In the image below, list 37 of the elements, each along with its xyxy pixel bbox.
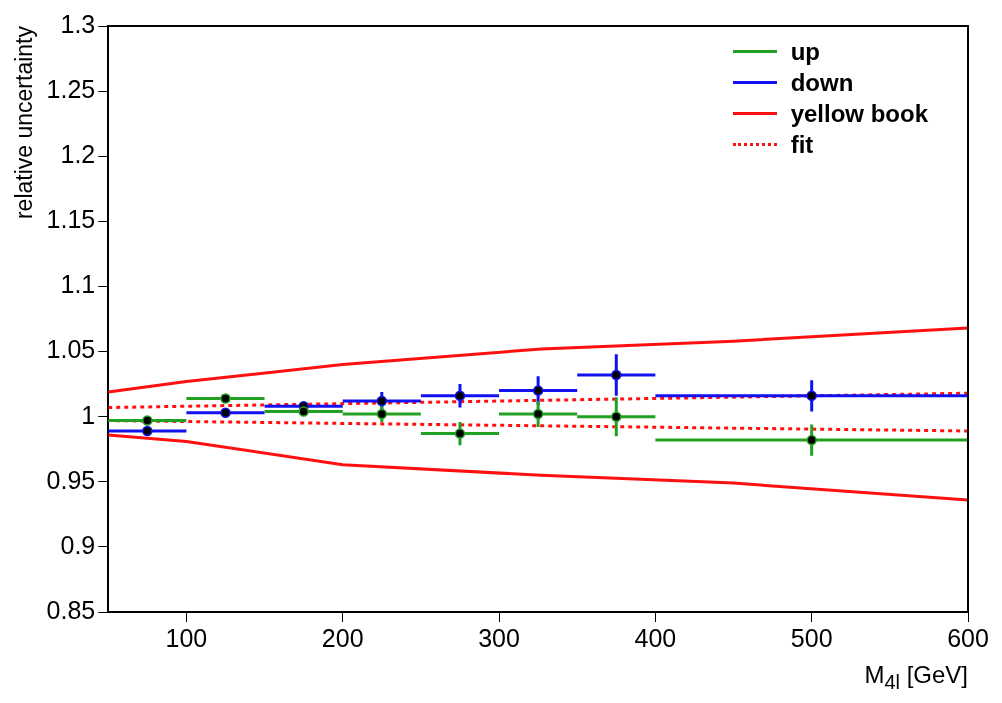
point [532, 408, 544, 420]
x-tick-label: 200 [321, 623, 364, 652]
y-tick-label: 1.3 [60, 9, 96, 38]
point [376, 408, 388, 420]
y-axis-title: relative uncertainty [11, 25, 38, 220]
y-tick-label: 1.2 [60, 140, 96, 169]
legend-label: yellow book [790, 99, 928, 129]
y-tick-label: 0.85 [46, 595, 96, 624]
y-tick-label: 0.9 [60, 530, 96, 559]
x-tick-label: 600 [947, 623, 989, 652]
point [298, 406, 309, 417]
y-tick-label: 1 [81, 400, 96, 429]
point [142, 415, 153, 426]
y-tick-label: 1.1 [60, 270, 96, 299]
point [611, 369, 622, 381]
point [806, 434, 817, 446]
point [454, 390, 466, 402]
y-tick-label: 1.15 [46, 205, 96, 234]
point [454, 428, 466, 439]
point [376, 395, 388, 407]
y-tick-label: 1.25 [46, 75, 96, 103]
x-tick-label: 100 [165, 623, 208, 652]
x-axis-title: M$_{4l}$ [GeV] [864, 661, 968, 694]
point [806, 390, 817, 402]
legend-label: down [790, 68, 854, 98]
point [611, 411, 622, 422]
point [142, 425, 153, 437]
legend-label: up [790, 37, 820, 67]
y-tick-label: 0.95 [46, 465, 96, 494]
point [532, 385, 544, 396]
x-tick-label: 400 [634, 623, 677, 652]
point [220, 407, 231, 419]
x-tick-label: 300 [478, 623, 520, 652]
legend-label: fit [790, 130, 814, 160]
x-tick-label: 500 [790, 623, 833, 652]
y-tick-label: 1.05 [46, 335, 96, 364]
point [220, 393, 231, 404]
